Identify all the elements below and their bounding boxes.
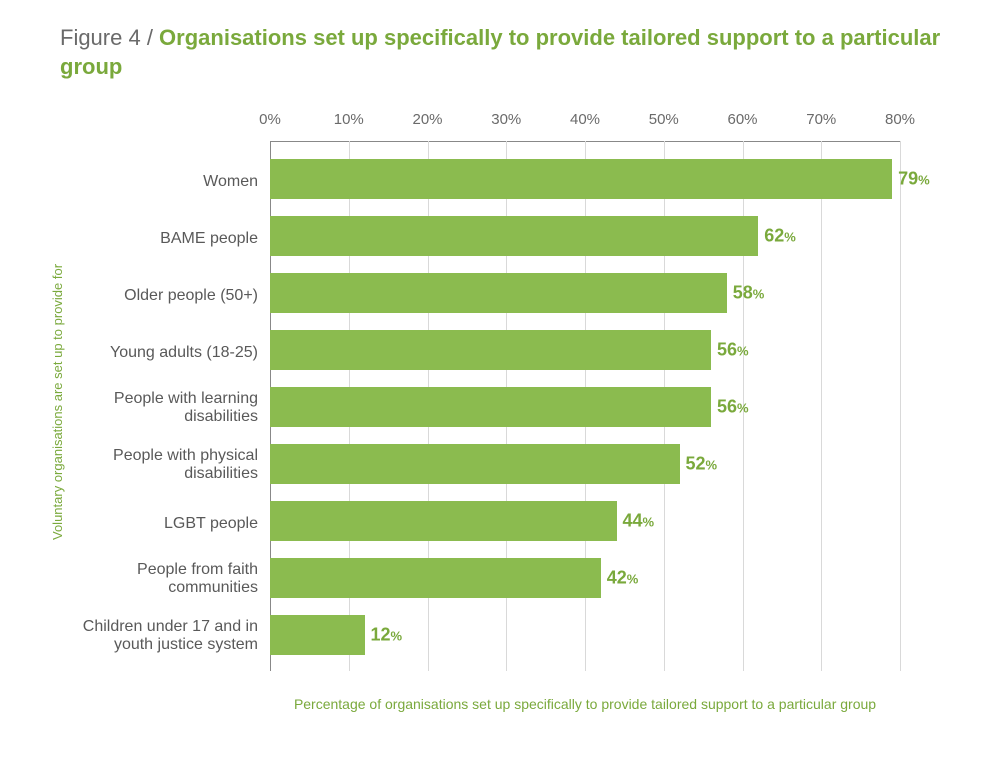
plot-area: Women79%BAME people62%Older people (50+)… [270,141,900,671]
bar-category-label: LGBT people [60,515,270,533]
bar: 62% [270,216,758,256]
bar-category-label: Young adults (18-25) [60,344,270,362]
bar-row: People from faith communities42% [270,554,900,611]
bar: 58% [270,273,727,313]
x-tick: 30% [491,111,521,128]
bar-category-label: People with physical disabilities [60,447,270,484]
figure-title-text: Organisations set up specifically to pro… [60,25,940,79]
bars-container: Women79%BAME people62%Older people (50+)… [270,155,900,671]
figure-title: Figure 4 / Organisations set up specific… [60,24,960,81]
bar-value-label: 62% [758,226,796,247]
x-tick: 40% [570,111,600,128]
x-tick: 10% [334,111,364,128]
bar-row: Women79% [270,155,900,212]
x-axis-title: Percentage of organisations set up speci… [270,695,900,713]
bar-value-label: 79% [892,169,930,190]
bar: 42% [270,558,601,598]
bar-category-label: Women [60,173,270,191]
x-tick: 0% [259,111,281,128]
x-tick: 50% [649,111,679,128]
bar-value-label: 56% [711,397,749,418]
x-tick: 20% [412,111,442,128]
bar-category-label: People from faith communities [60,561,270,598]
bar-category-label: Older people (50+) [60,287,270,305]
grid-line [900,141,901,671]
bar-category-label: People with learning disabilities [60,390,270,427]
bar-value-label: 58% [727,283,765,304]
bar: 56% [270,330,711,370]
bar: 56% [270,387,711,427]
figure-container: Figure 4 / Organisations set up specific… [0,0,1000,780]
bar-row: Children under 17 and in youth justice s… [270,611,900,668]
bar: 12% [270,615,365,655]
bar-value-label: 42% [601,568,639,589]
bar: 44% [270,501,617,541]
x-axis-ticks: 0%10%20%30%40%50%60%70%80% [270,111,900,141]
bar-row: LGBT people44% [270,497,900,554]
x-tick: 60% [727,111,757,128]
bar-category-label: Children under 17 and in youth justice s… [60,618,270,655]
bar-value-label: 12% [365,625,403,646]
bar-row: Young adults (18-25)56% [270,326,900,383]
bar-row: People with learning disabilities56% [270,383,900,440]
figure-label-prefix: Figure 4 / [60,25,159,50]
x-tick: 70% [806,111,836,128]
x-tick: 80% [885,111,915,128]
bar: 79% [270,159,892,199]
bar-value-label: 56% [711,340,749,361]
bar-row: People with physical disabilities52% [270,440,900,497]
bar-row: BAME people62% [270,212,900,269]
bar-value-label: 44% [617,511,655,532]
bar-category-label: BAME people [60,230,270,248]
bar-row: Older people (50+)58% [270,269,900,326]
bar: 52% [270,444,680,484]
bar-value-label: 52% [680,454,718,475]
